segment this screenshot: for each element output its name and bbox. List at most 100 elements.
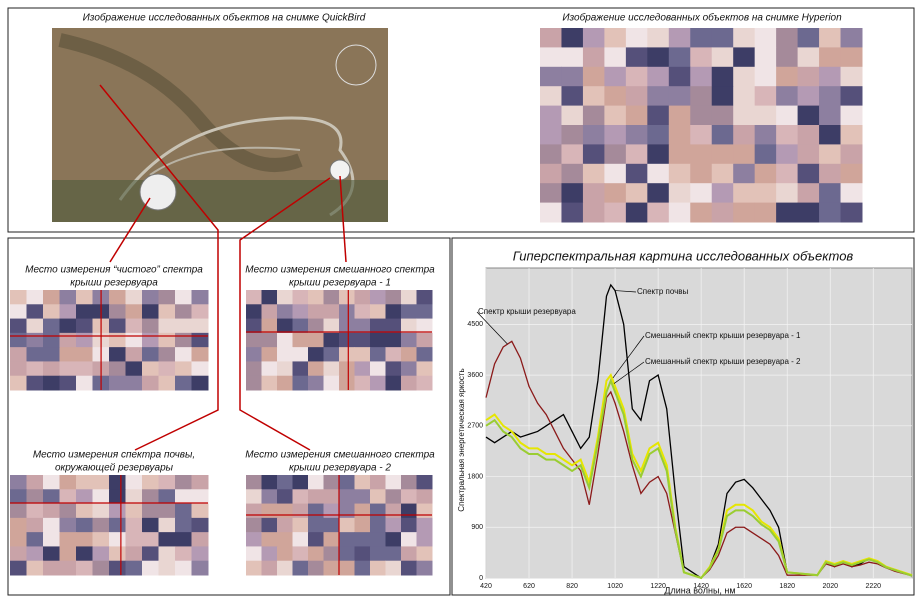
pixel	[175, 504, 192, 519]
pixel	[324, 532, 340, 547]
pixel	[339, 361, 355, 376]
pixel	[401, 561, 417, 576]
pixel	[27, 361, 44, 376]
pixel	[93, 561, 110, 576]
pixel	[262, 376, 278, 391]
y-axis-label: Спектральная энергетическая яркость	[457, 368, 466, 511]
pixel	[690, 28, 712, 48]
pixel	[76, 475, 93, 490]
pixel	[60, 561, 77, 576]
pixel	[175, 532, 192, 547]
pixel	[159, 333, 176, 348]
pixel	[583, 164, 605, 184]
pixel	[417, 304, 433, 319]
pixel	[626, 28, 648, 48]
series-label: Смешанный спектр крыши резервуара - 1	[645, 331, 801, 340]
pixel	[175, 561, 192, 576]
x-tick-label: 1220	[650, 583, 666, 590]
pixel	[262, 532, 278, 547]
pixel	[262, 489, 278, 504]
pixel	[755, 106, 777, 126]
pixel	[417, 347, 433, 362]
pixel	[262, 475, 278, 490]
pixel	[93, 504, 110, 519]
pixel	[755, 164, 777, 184]
pixel	[417, 333, 433, 348]
y-tick-label: 2700	[467, 423, 483, 430]
pixel	[370, 518, 386, 533]
pixel	[712, 28, 734, 48]
y-tick-label: 1800	[467, 473, 483, 480]
pixel	[109, 290, 126, 305]
pixel-image	[10, 290, 209, 391]
pixel	[277, 561, 293, 576]
pixel	[142, 489, 159, 504]
pixel	[27, 546, 44, 561]
pixel	[690, 67, 712, 87]
pixel	[401, 290, 417, 305]
pixel	[43, 290, 60, 305]
pixel	[60, 347, 77, 362]
pixel	[386, 347, 402, 362]
pixel	[246, 319, 262, 334]
pixel	[626, 144, 648, 164]
pixel	[43, 319, 60, 334]
pixel	[262, 304, 278, 319]
pixel	[540, 183, 562, 203]
pixel	[192, 518, 209, 533]
pixel	[76, 333, 93, 348]
y-tick-label: 0	[479, 575, 483, 582]
pixel	[159, 304, 176, 319]
pixel	[604, 106, 626, 126]
pixel	[76, 319, 93, 334]
pixel	[142, 304, 159, 319]
pixel	[159, 361, 176, 376]
pixel	[339, 518, 355, 533]
pixel	[76, 376, 93, 391]
pixel	[690, 203, 712, 223]
pixel	[355, 361, 371, 376]
pixel	[27, 561, 44, 576]
pixel	[841, 183, 863, 203]
pixel	[277, 546, 293, 561]
pixel	[324, 347, 340, 362]
pixel	[159, 504, 176, 519]
pixel	[355, 546, 371, 561]
pixel	[401, 333, 417, 348]
pixel	[370, 290, 386, 305]
pixel	[669, 125, 691, 145]
pixel	[192, 347, 209, 362]
pixel	[712, 164, 734, 184]
pixel	[76, 489, 93, 504]
pixel	[192, 504, 209, 519]
pixel	[583, 125, 605, 145]
pixel	[60, 546, 77, 561]
pixel	[192, 361, 209, 376]
series-label: Спектр крыши резервуара	[478, 307, 576, 316]
pixel	[798, 144, 820, 164]
pixel	[76, 347, 93, 362]
pixel	[192, 304, 209, 319]
pixel	[417, 546, 433, 561]
pixel	[339, 561, 355, 576]
pixel	[841, 125, 863, 145]
pixel	[246, 347, 262, 362]
pixel	[308, 361, 324, 376]
x-tick-label: 420	[480, 583, 492, 590]
x-tick-label: 1620	[736, 583, 752, 590]
pixel	[733, 67, 755, 87]
pixel	[690, 144, 712, 164]
pixel	[647, 144, 669, 164]
pixel	[540, 86, 562, 106]
pixel	[109, 304, 126, 319]
pixel	[76, 361, 93, 376]
pixel	[561, 203, 583, 223]
pixel	[10, 347, 27, 362]
pixel	[246, 304, 262, 319]
pixel	[755, 47, 777, 67]
pixel	[324, 561, 340, 576]
pixel	[324, 376, 340, 391]
caption: крыши резервуара - 2	[289, 463, 391, 474]
pixel	[733, 183, 755, 203]
pixel	[175, 347, 192, 362]
